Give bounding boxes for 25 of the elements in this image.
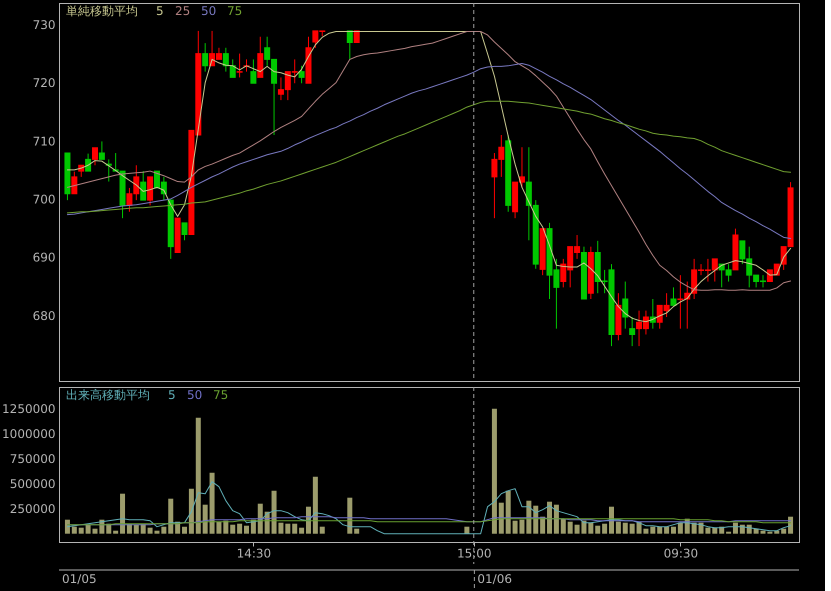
y-tick-label: 680 — [32, 308, 56, 323]
text: 75 — [213, 388, 228, 402]
text: 5 — [168, 388, 176, 402]
y-tick-label: 750000 — [10, 452, 56, 466]
y-tick-label: 730 — [32, 18, 56, 32]
text: 5 — [156, 4, 164, 18]
text: 25 — [175, 4, 190, 18]
x-tick-label: 09:30 — [664, 546, 698, 560]
x-tick-label: 14:30 — [236, 546, 272, 560]
y-tick-label: 690 — [32, 250, 56, 265]
legend-title: 単純移動平均 — [66, 4, 138, 18]
y-tick-label: 1000000 — [2, 427, 56, 442]
y-tick-label: 720 — [32, 76, 56, 90]
x-tick-label: 15:00 — [456, 546, 492, 560]
legend-title: 出来高移動平均 — [66, 388, 150, 402]
y-tick-label: 710 — [32, 134, 56, 148]
text: 75 — [227, 4, 242, 18]
y-tick-label: 700 — [32, 192, 56, 206]
y-tick-label: 1250000 — [2, 402, 56, 416]
text: 50 — [187, 388, 202, 402]
y-tick-label: 500000 — [10, 477, 56, 492]
text: 01/05 — [62, 572, 97, 586]
text: 50 — [201, 4, 216, 18]
y-tick-label: 250000 — [10, 502, 56, 516]
text: 01/06 — [477, 572, 512, 586]
